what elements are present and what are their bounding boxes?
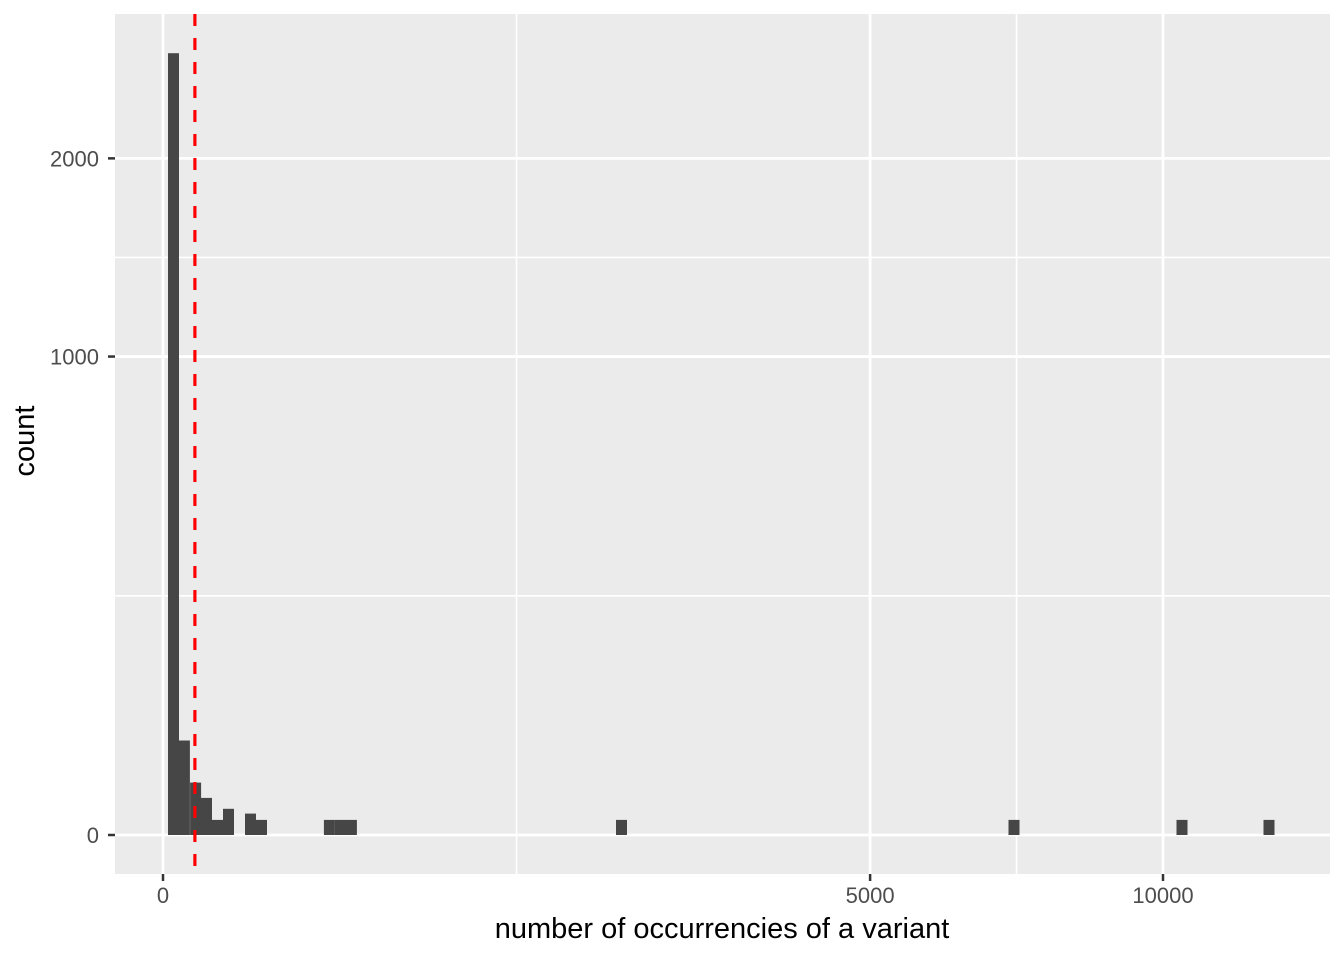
y-axis-tick-label: 2000 bbox=[50, 146, 99, 171]
histogram-bar bbox=[256, 819, 267, 835]
axis-tick-marks bbox=[108, 157, 1165, 881]
axis-tick-labels: 0 5000 10000 0 1000 2000 bbox=[50, 146, 1194, 908]
histogram-bar bbox=[335, 819, 346, 835]
histogram-bar bbox=[1176, 819, 1188, 835]
histogram-bar bbox=[223, 808, 234, 835]
major-gridlines bbox=[115, 14, 1330, 874]
x-axis-title: number of occurrencies of a variant bbox=[495, 913, 950, 945]
histogram-bar bbox=[212, 819, 223, 835]
y-axis-title: count bbox=[9, 406, 41, 477]
histogram-bar bbox=[168, 53, 179, 835]
x-axis-tick-label: 5000 bbox=[846, 883, 895, 908]
histogram-bar bbox=[616, 819, 627, 835]
y-axis-tick-label: 1000 bbox=[50, 345, 99, 370]
x-axis-tick-label: 0 bbox=[157, 883, 169, 908]
histogram-bar bbox=[323, 819, 335, 835]
histogram-bar bbox=[201, 797, 212, 835]
histogram-bar bbox=[178, 740, 190, 835]
x-axis-tick-label: 10000 bbox=[1132, 883, 1193, 908]
histogram-bar bbox=[245, 813, 256, 835]
histogram-bar bbox=[1263, 819, 1275, 835]
plot-panel bbox=[115, 14, 1330, 874]
y-axis-tick-label: 0 bbox=[87, 823, 99, 848]
histogram-bar bbox=[345, 819, 357, 835]
histogram-bar bbox=[1008, 819, 1020, 835]
